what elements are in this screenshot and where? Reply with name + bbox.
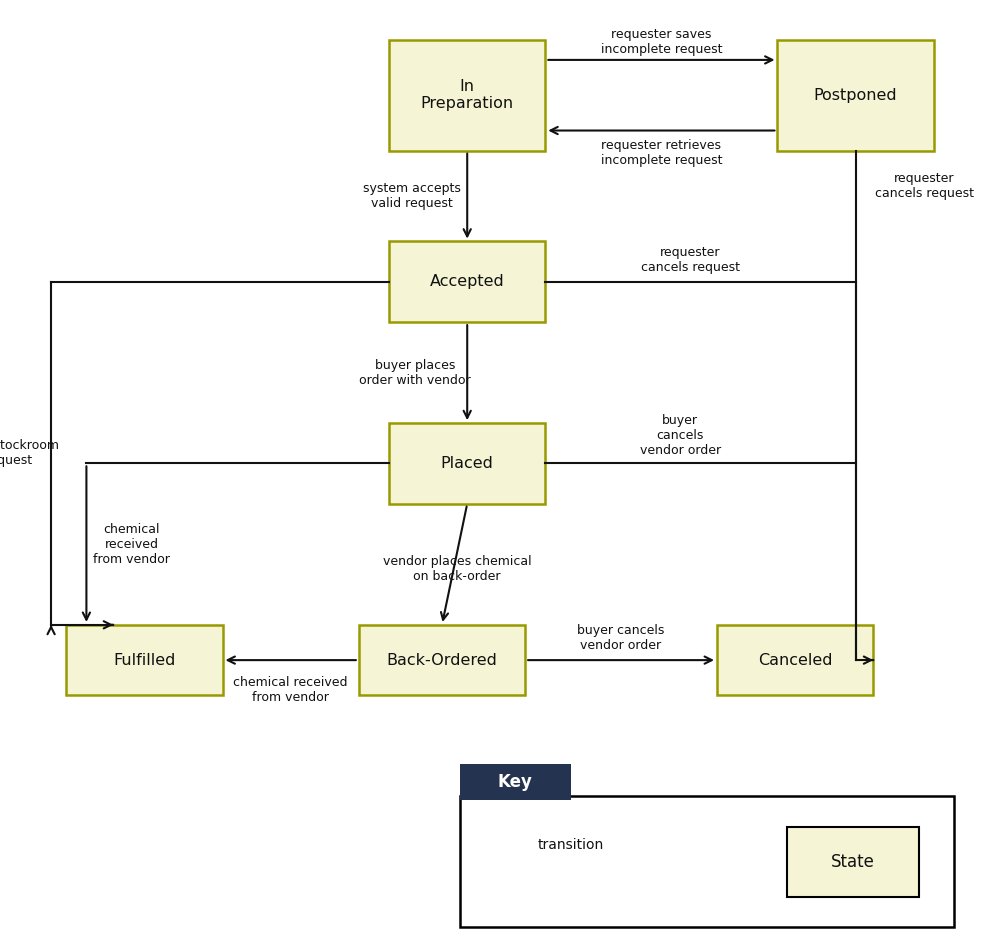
Text: requester
cancels request: requester cancels request xyxy=(875,172,974,200)
FancyBboxPatch shape xyxy=(389,40,545,151)
FancyBboxPatch shape xyxy=(460,796,954,927)
FancyBboxPatch shape xyxy=(777,40,934,151)
Text: Accepted: Accepted xyxy=(430,275,505,290)
FancyBboxPatch shape xyxy=(717,625,873,695)
Text: Fulfilled: Fulfilled xyxy=(113,652,176,668)
Text: Back-Ordered: Back-Ordered xyxy=(387,652,497,668)
FancyBboxPatch shape xyxy=(66,625,223,695)
Text: State: State xyxy=(831,853,875,871)
Text: Key: Key xyxy=(498,773,533,791)
Text: Placed: Placed xyxy=(441,456,494,471)
Text: buyer cancels
vendor order: buyer cancels vendor order xyxy=(577,624,665,652)
Text: vendor places chemical
on back-order: vendor places chemical on back-order xyxy=(383,555,531,583)
Text: In
Preparation: In Preparation xyxy=(421,79,514,112)
FancyBboxPatch shape xyxy=(787,827,919,897)
Text: buyer
cancels
vendor order: buyer cancels vendor order xyxy=(640,414,721,456)
FancyBboxPatch shape xyxy=(389,241,545,322)
Text: requester
cancels request: requester cancels request xyxy=(641,245,740,274)
Text: buyer places
order with vendor: buyer places order with vendor xyxy=(359,359,471,386)
Text: requester saves
incomplete request: requester saves incomplete request xyxy=(601,27,722,56)
Text: chemical stockroom
fills request: chemical stockroom fills request xyxy=(0,439,59,467)
Text: system accepts
valid request: system accepts valid request xyxy=(363,182,461,210)
Text: transition: transition xyxy=(537,838,604,851)
Text: chemical received
from vendor: chemical received from vendor xyxy=(233,676,348,705)
Text: Canceled: Canceled xyxy=(758,652,832,668)
Text: chemical
received
from vendor: chemical received from vendor xyxy=(93,523,170,565)
FancyBboxPatch shape xyxy=(389,423,545,504)
Text: Postponed: Postponed xyxy=(814,88,897,102)
Text: requester retrieves
incomplete request: requester retrieves incomplete request xyxy=(601,138,722,167)
FancyBboxPatch shape xyxy=(359,625,525,695)
FancyBboxPatch shape xyxy=(460,764,571,800)
